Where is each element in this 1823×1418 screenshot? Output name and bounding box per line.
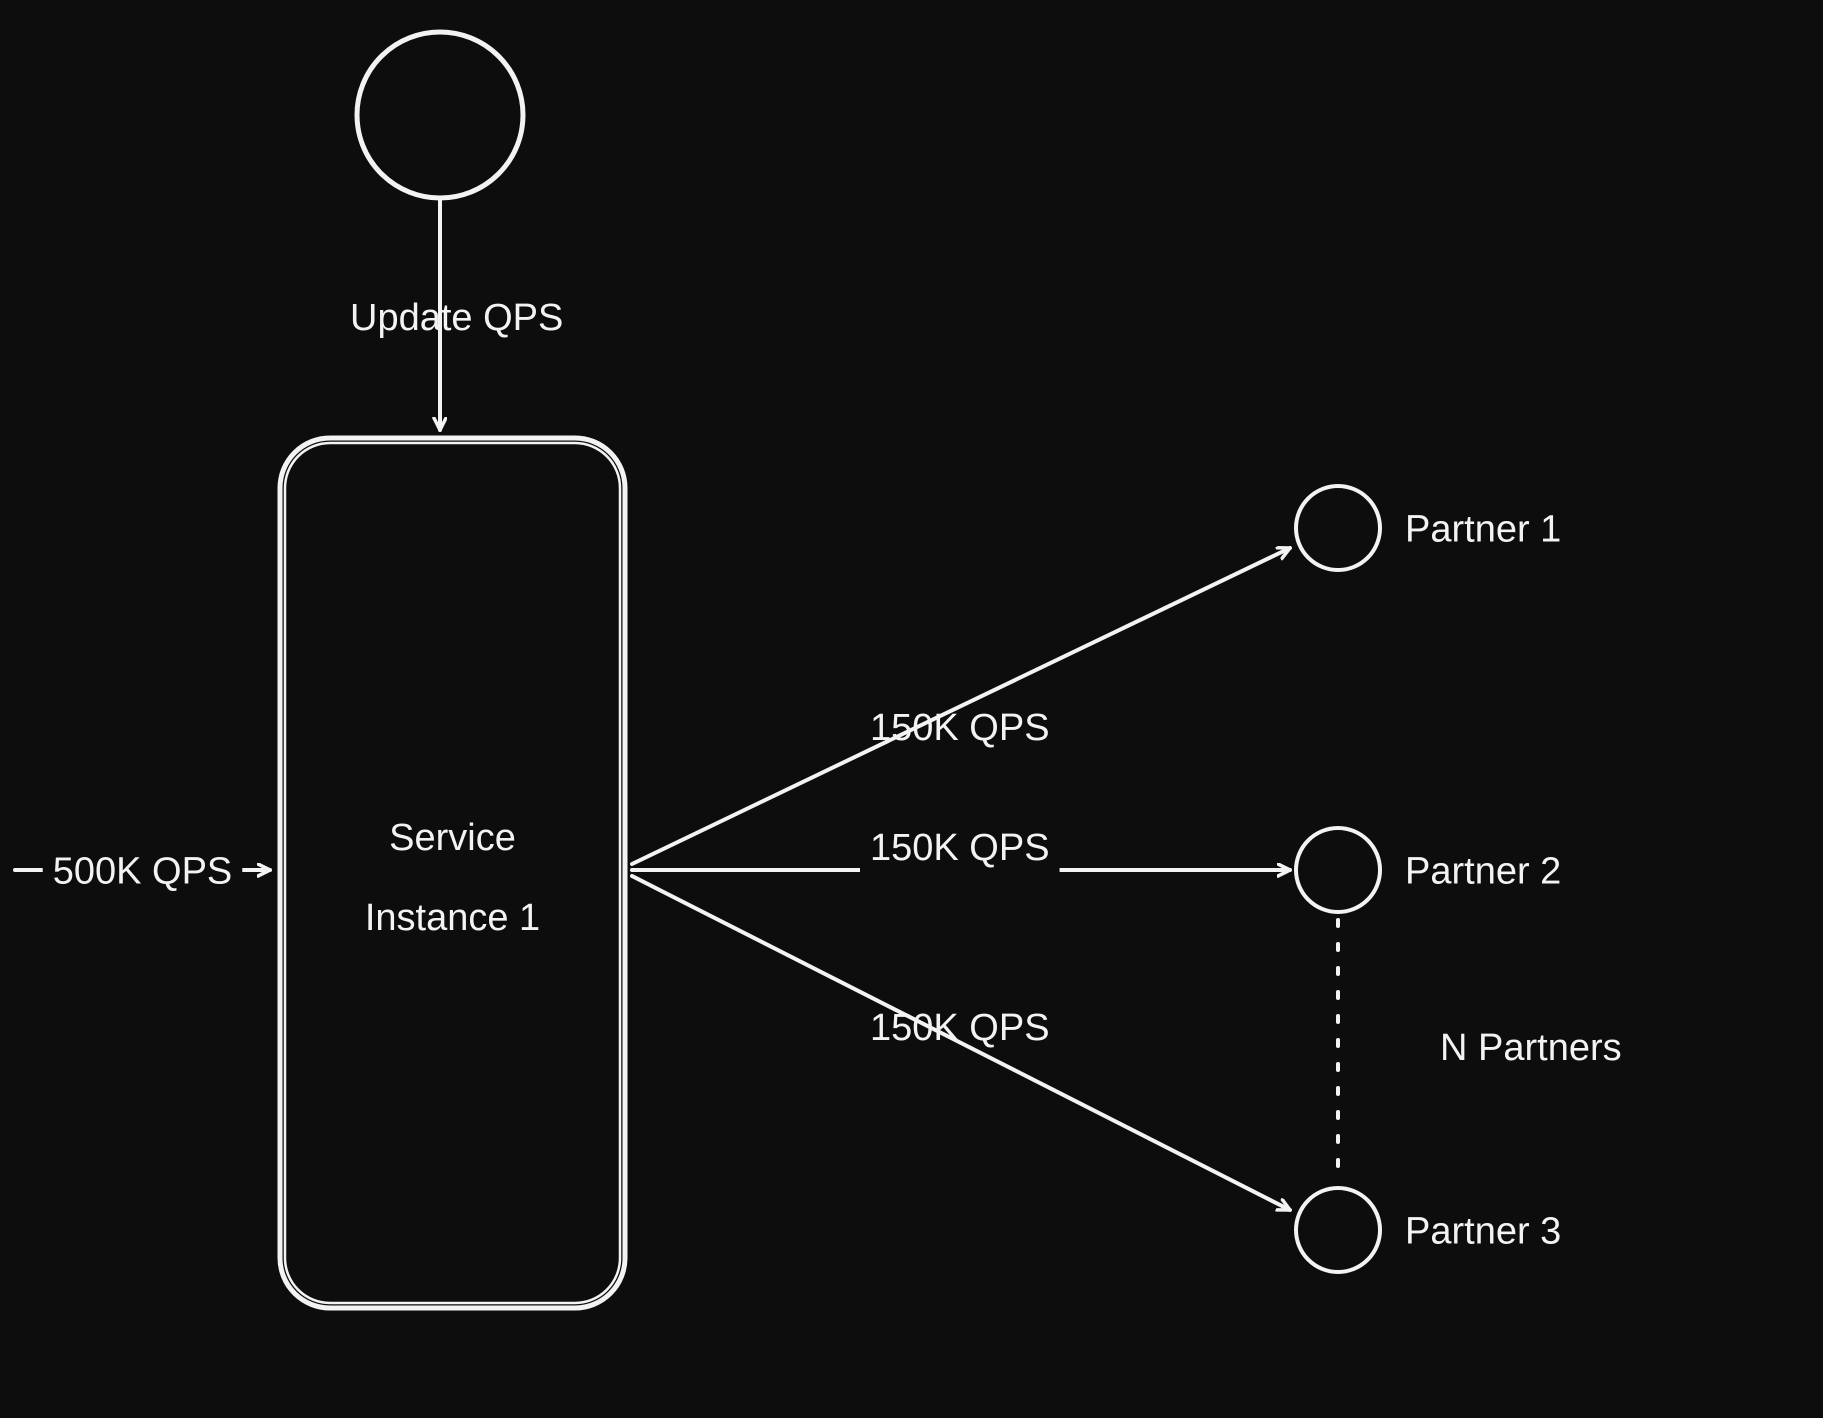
- partner1-qps-label: 150K QPS: [870, 707, 1050, 749]
- n-partners-label: N Partners: [1440, 1027, 1622, 1069]
- partner1-label: Partner 1: [1405, 508, 1561, 550]
- partner2-label: Partner 2: [1405, 850, 1561, 892]
- service-box-line1: Service: [389, 817, 516, 859]
- partner3-qps-label: 150K QPS: [870, 1007, 1050, 1049]
- service-box-line2: Instance 1: [365, 897, 540, 939]
- input-qps-label: 500K QPS: [53, 850, 233, 892]
- partner2-qps-label: 150K QPS: [870, 827, 1050, 869]
- partner3-label: Partner 3: [1405, 1210, 1561, 1252]
- update-qps-label: Update QPS: [350, 297, 563, 339]
- architecture-diagram: Update QPS Service Instance 1 500K QPS 1…: [0, 0, 1823, 1418]
